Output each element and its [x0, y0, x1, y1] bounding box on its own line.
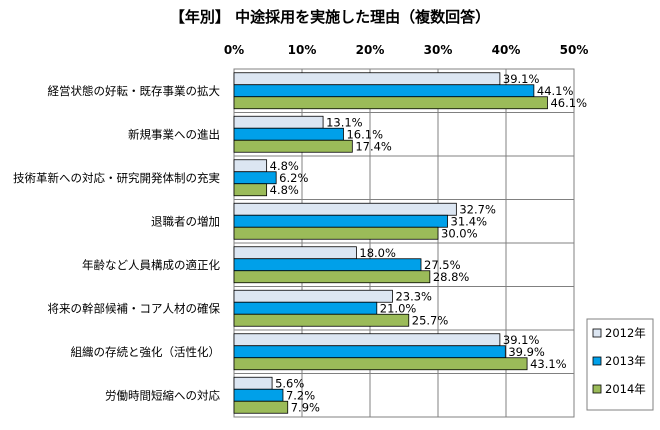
category-label: 新規事業への進出	[128, 127, 220, 141]
data-label: 27.5%	[424, 258, 461, 272]
legend-swatch	[592, 356, 602, 366]
bar-2013年	[233, 345, 506, 359]
bar-2014年	[233, 400, 289, 414]
data-label: 16.1%	[346, 127, 383, 141]
bar-2014年	[233, 313, 410, 327]
data-label: 21.0%	[380, 301, 417, 315]
data-label: 25.7%	[412, 313, 449, 327]
data-label: 7.2%	[286, 388, 315, 402]
data-label: 4.8%	[270, 183, 299, 197]
data-label: 31.4%	[451, 214, 488, 228]
bar-2012年	[233, 246, 357, 260]
data-label: 28.8%	[433, 270, 470, 284]
data-label: 39.9%	[508, 345, 545, 359]
data-label: 6.2%	[279, 171, 308, 185]
bar-2013年	[233, 214, 448, 228]
bar-2012年	[233, 289, 393, 303]
bar-2012年	[233, 115, 324, 129]
bar-2012年	[233, 376, 273, 390]
x-tick-label: 20%	[356, 43, 385, 57]
bar-2014年	[233, 96, 548, 110]
bar-2013年	[233, 84, 535, 98]
legend-swatch	[592, 328, 602, 338]
category-label: 組織の存続と強化（活性化）	[71, 345, 221, 359]
data-label: 5.6%	[275, 376, 304, 390]
category-label: 経営状態の好転・既存事業の拡大	[48, 84, 221, 98]
data-label: 30.0%	[441, 226, 478, 240]
legend-label: 2014年	[605, 382, 646, 396]
bar-2014年	[233, 270, 431, 284]
bar-2014年	[233, 226, 439, 240]
category-label: 将来の幹部候補・コア人材の確保	[48, 301, 221, 315]
bar-2012年	[233, 333, 501, 347]
data-label: 4.8%	[270, 159, 299, 173]
data-label: 43.1%	[530, 357, 567, 371]
category-label: 年齢など人員構成の適正化	[82, 258, 220, 272]
x-tick-label: 10%	[288, 43, 317, 57]
category-label: 労働時間短縮への対応	[105, 388, 220, 402]
legend-label: 2013年	[605, 354, 646, 368]
bar-2013年	[233, 258, 422, 272]
x-tick-label: 30%	[424, 43, 453, 57]
data-label: 7.9%	[291, 400, 320, 414]
data-label: 44.1%	[537, 84, 574, 98]
bar-2013年	[233, 388, 284, 402]
bar-2012年	[233, 72, 501, 86]
legend-label: 2012年	[605, 326, 646, 340]
data-label: 18.0%	[359, 246, 396, 260]
data-label: 32.7%	[459, 202, 496, 216]
x-tick-label: 50%	[560, 43, 589, 57]
category-label: 技術革新への対応・研究開発体制の充実	[13, 171, 220, 185]
bar-2014年	[233, 183, 268, 197]
bar-2012年	[233, 159, 268, 173]
legend-swatch	[592, 384, 602, 394]
x-tick-label: 40%	[492, 43, 521, 57]
data-label: 39.1%	[503, 333, 540, 347]
data-label: 39.1%	[503, 72, 540, 86]
chart-title: 【年別】 中途採用を実施した理由（複数回答）	[169, 8, 491, 26]
bar-2014年	[233, 139, 353, 153]
bar-2014年	[233, 357, 528, 371]
bar-2013年	[233, 301, 378, 315]
data-label: 23.3%	[395, 289, 432, 303]
bar-2012年	[233, 202, 457, 216]
data-label: 46.1%	[550, 96, 587, 110]
data-label: 17.4%	[355, 139, 392, 153]
category-label: 退職者の増加	[151, 214, 220, 228]
bar-2013年	[233, 127, 344, 141]
data-label: 13.1%	[326, 115, 363, 129]
x-tick-label: 0%	[224, 43, 244, 57]
